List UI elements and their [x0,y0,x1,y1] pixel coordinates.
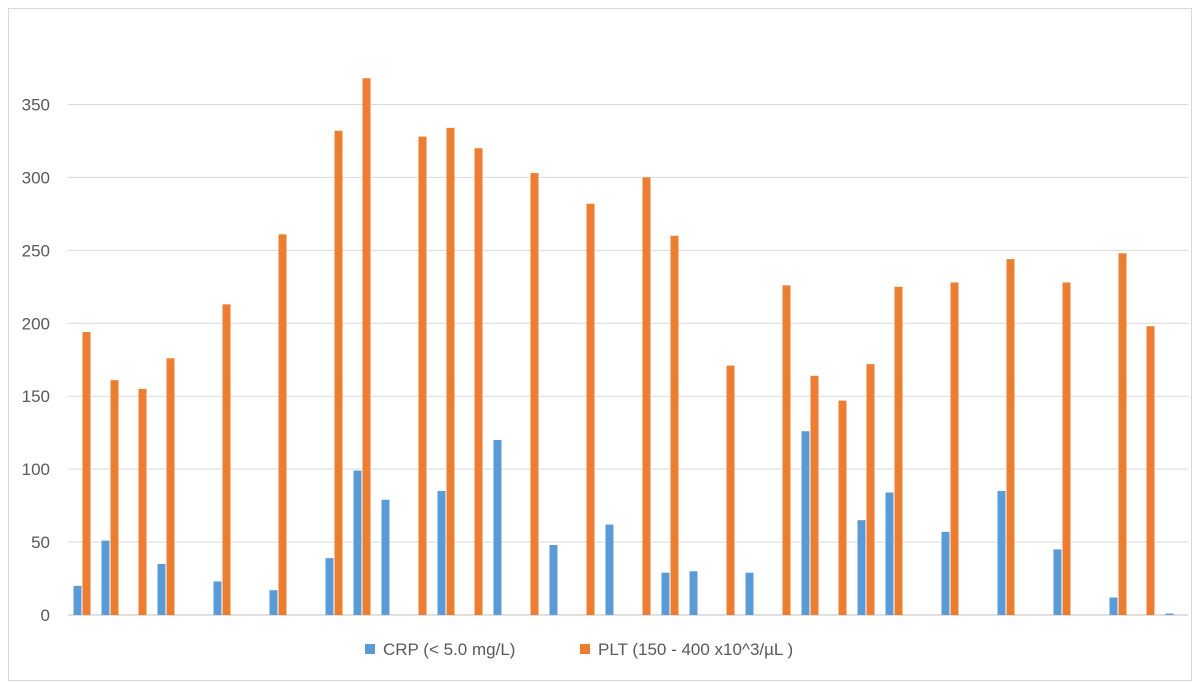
legend-swatch-crp [365,644,375,654]
bar-crp [101,540,110,615]
legend: CRP (< 5.0 mg/L) PLT (150 - 400 x10^3/µL… [365,640,793,659]
bar-plt [530,173,539,615]
bar-plt [362,78,371,615]
y-tick-label: 250 [22,241,50,260]
bar-crp [493,439,502,615]
bar-crp [801,431,810,615]
bar-crp [661,572,670,615]
y-tick-label: 350 [22,96,50,115]
bar-plt [642,177,651,615]
y-tick-label: 50 [31,533,50,552]
chart-frame [8,8,1192,681]
bar-plt [138,388,147,615]
bar-plt [1062,282,1071,615]
bar-plt [586,203,595,615]
bar-plt [334,130,343,616]
bar-plt [1146,326,1155,615]
bar-plt [670,235,679,615]
bar-crp [1053,549,1062,615]
bar-plt [1006,259,1015,615]
y-axis: 0 50 100 150 200 250 300 350 [22,96,50,626]
bar-plt [166,358,175,615]
bar-plt [446,127,455,615]
legend-label-crp: CRP (< 5.0 mg/L) [383,640,515,659]
bar-plt [838,400,847,615]
y-tick-label: 300 [22,168,50,187]
bar-plt [278,234,287,615]
bar-crp [689,571,698,615]
bar-plt [950,282,959,615]
bar-plt [110,380,119,615]
bar-crp [213,581,222,615]
bar-plt [866,364,875,615]
bar-crp [353,470,362,615]
bar-crp [745,572,754,615]
bar-plt [894,286,903,615]
bars [73,78,1174,616]
bar-plt [810,375,819,615]
y-tick-label: 150 [22,387,50,406]
bar-crp [605,524,614,615]
bar-crp [381,499,390,615]
y-tick-label: 0 [41,606,50,625]
bar-crp [549,544,558,615]
bar-plt [726,365,735,615]
bar-plt [1118,253,1127,615]
bar-plt [418,136,427,616]
bar-crp [941,531,950,615]
y-tick-label: 200 [22,314,50,333]
bar-plt [82,332,91,615]
bar-crp [157,563,166,615]
bar-plt [782,285,791,615]
bar-crp [437,491,446,615]
legend-swatch-plt [580,644,590,654]
bar-crp [1165,613,1174,615]
bar-plt [474,148,483,615]
bar-crp [885,492,894,615]
legend-label-plt: PLT (150 - 400 x10^3/µL ) [598,640,793,659]
gridlines [68,104,1188,616]
bar-plt [222,304,231,615]
bar-crp [997,491,1006,615]
bar-crp [325,558,334,615]
bar-crp [1109,597,1118,615]
bar-crp [857,520,866,615]
bar-crp [269,590,278,615]
y-tick-label: 100 [22,460,50,479]
bar-crp [73,585,82,615]
